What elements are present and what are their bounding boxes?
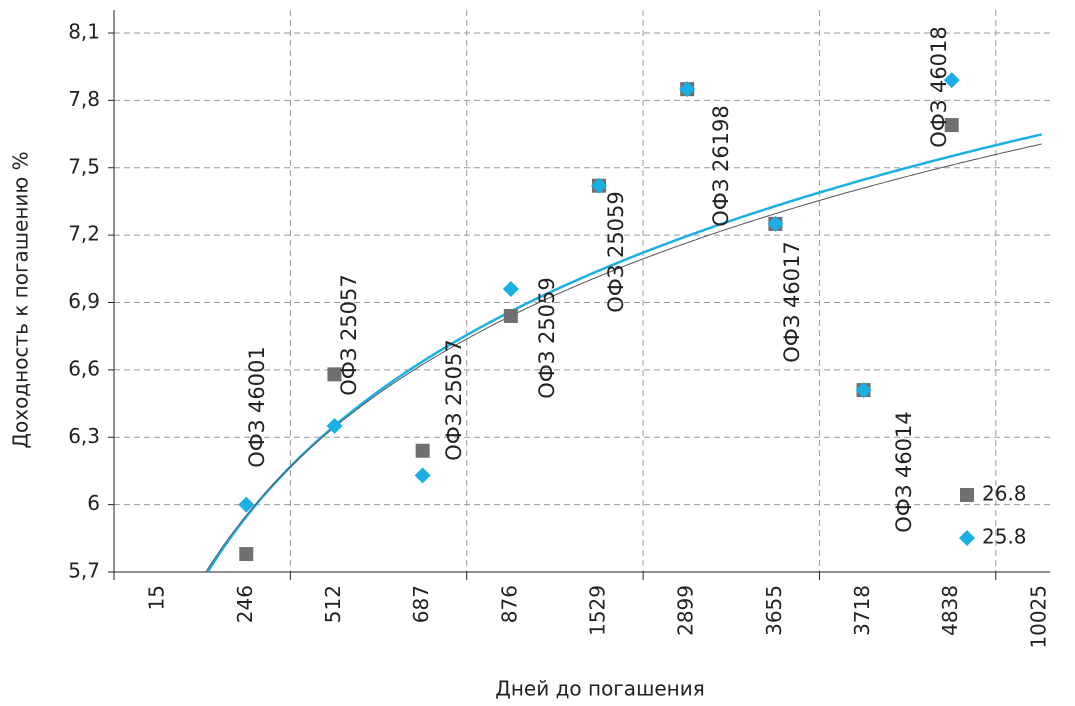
marker-diamond [679, 81, 696, 98]
annotation: ОФЗ 46014 [892, 411, 916, 533]
annotation: ОФЗ 46018 [927, 26, 951, 148]
trendline [205, 143, 1042, 572]
marker-diamond [414, 467, 431, 484]
x-tick-label: 15 [145, 585, 169, 610]
annotation: ОФЗ 46001 [245, 346, 269, 468]
annotation: ОФЗ 25059 [535, 277, 559, 399]
annotation: ОФЗ 25057 [337, 274, 361, 396]
marker-diamond [238, 496, 255, 513]
marker-diamond [855, 382, 872, 399]
annotation: ОФЗ 25057 [442, 339, 466, 461]
y-tick-label: 8,1 [68, 20, 100, 44]
y-tick-label: 6,6 [68, 356, 100, 380]
x-tick-label: 1529 [586, 585, 610, 636]
marker-square [239, 547, 254, 562]
marker-square [503, 308, 518, 323]
marker-diamond [502, 281, 519, 298]
y-tick-label: 6,3 [68, 424, 100, 448]
annotation: ОФЗ 26198 [709, 105, 733, 227]
y-tick-label: 6,9 [68, 289, 100, 313]
annotation: ОФЗ 46017 [780, 241, 804, 363]
x-tick-label: 3718 [850, 585, 874, 636]
x-tick-label: 4838 [938, 585, 962, 636]
legend-marker [960, 488, 974, 502]
y-tick-label: 7,8 [68, 87, 100, 111]
y-tick-label: 6 [87, 491, 100, 515]
annotation: ОФЗ 25059 [604, 191, 628, 313]
legend-marker [959, 530, 975, 546]
marker-diamond [591, 177, 607, 194]
marker-square [415, 443, 430, 458]
x-tick-label: 687 [409, 585, 433, 623]
x-tick-label: 10025 [1026, 585, 1050, 649]
y-tick-label: 5,7 [68, 559, 100, 583]
y-tick-label: 7,5 [68, 154, 100, 178]
legend-label: 25.8 [982, 525, 1027, 549]
marker-square [944, 118, 959, 133]
marker-diamond [767, 215, 784, 232]
x-tick-label: 2899 [674, 585, 698, 636]
y-axis-title: Доходность к погашению % [9, 151, 33, 448]
x-tick-label: 3655 [762, 585, 786, 636]
legend-label: 26.8 [982, 482, 1027, 506]
marker-square [327, 367, 342, 382]
x-tick-label: 246 [233, 585, 257, 623]
marker-diamond [943, 72, 960, 89]
x-tick-label: 512 [321, 585, 345, 623]
x-tick-label: 876 [497, 585, 521, 623]
trendlines [205, 133, 1042, 572]
marker-diamond [326, 418, 343, 435]
y-tick-label: 7,2 [68, 222, 100, 246]
x-axis-title: Дней до погашения [495, 677, 705, 701]
